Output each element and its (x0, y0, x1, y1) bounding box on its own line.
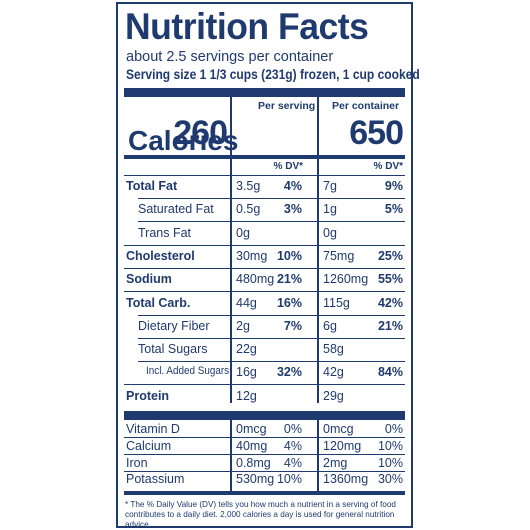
row-divider (124, 267, 405, 269)
container-amount: 42g (323, 365, 344, 380)
thin-rule (124, 175, 405, 176)
serving-dv: 4% (283, 455, 302, 470)
row-divider (124, 437, 405, 438)
container-amount: 29g (323, 388, 344, 403)
vitamin-name: Calcium (126, 438, 172, 453)
serving-amount: 30mg (236, 248, 268, 263)
column-divider-right (317, 97, 319, 403)
container-dv: 10% (377, 438, 403, 453)
container-amount: 58g (323, 342, 344, 357)
serving-amount: 2g (236, 318, 250, 333)
serving-dv: 0% (283, 422, 302, 436)
row-divider (138, 221, 405, 223)
serving-dv: 10% (276, 248, 302, 263)
footnote: * The % Daily Value (DV) tells you how m… (125, 500, 396, 529)
serving-amount: 44g (236, 295, 257, 310)
nutrient-name: Sodium (126, 272, 172, 287)
vitamin-name: Vitamin D (126, 422, 180, 436)
container-amount: 7g (323, 179, 337, 193)
label-title: Nutrition Facts (125, 6, 369, 47)
vitamin-name: Iron (126, 455, 148, 470)
servings-per-container: about 2.5 servings per container (126, 49, 334, 65)
vitamin-divider-left (230, 420, 232, 491)
serving-dv: 3% (283, 202, 302, 217)
column-divider-left (230, 97, 232, 403)
nutrient-name: Total Carb. (126, 295, 191, 310)
row-divider (138, 337, 405, 339)
serving-dv: 32% (276, 365, 302, 380)
calories-label: Calories (128, 125, 239, 156)
nutrient-name: Trans Fat (138, 225, 192, 240)
dv-header-serving: % DV* (273, 161, 303, 172)
serving-size: Serving size 1 1/3 cups (231g) frozen, 1… (126, 66, 420, 82)
per-container-header: Per container (332, 100, 400, 112)
calories-per-serving: 260 (173, 114, 228, 152)
row-divider (138, 361, 405, 363)
nutrition-facts-label: Nutrition Facts about 2.5 servings per c… (116, 2, 420, 529)
medium-rule-footer (124, 491, 405, 495)
serving-dv: 10% (276, 472, 302, 487)
container-dv: 21% (377, 318, 403, 333)
serving-amount: 3.5g (236, 179, 261, 193)
container-amount: 75mg (323, 248, 355, 263)
nutrient-name: Incl. Added Sugars (146, 365, 230, 378)
serving-amount: 0.8mg (236, 455, 271, 470)
serving-amount: 0.5g (236, 202, 261, 217)
row-divider (124, 470, 405, 472)
container-amount: 0mcg (323, 422, 354, 436)
row-divider (124, 453, 405, 455)
row-divider (124, 291, 405, 293)
row-divider (124, 244, 405, 246)
serving-amount: 12g (236, 388, 257, 403)
serving-dv: 4% (283, 438, 302, 453)
container-dv: 55% (377, 272, 403, 287)
container-dv: 42% (377, 295, 403, 310)
vitamin-name: Potassium (126, 472, 185, 487)
container-dv: 5% (384, 202, 403, 217)
container-amount: 115g (323, 295, 350, 310)
serving-amount: 22g (236, 342, 257, 357)
serving-dv: 16% (276, 295, 302, 310)
serving-amount: 16g (236, 365, 257, 380)
vitamin-divider-right (317, 420, 319, 491)
row-divider (138, 314, 405, 316)
serving-dv: 4% (283, 179, 302, 193)
serving-dv: 7% (283, 318, 302, 333)
container-amount: 0g (323, 225, 337, 240)
container-amount: 2mg (323, 455, 348, 470)
container-dv: 0% (384, 422, 403, 436)
thick-rule-bottom (124, 411, 405, 420)
thick-rule (124, 88, 405, 97)
container-dv: 25% (377, 248, 403, 263)
nutrient-name: Total Sugars (138, 342, 208, 357)
container-amount: 1260mg (323, 272, 369, 287)
row-divider (124, 384, 405, 386)
container-dv: 84% (377, 365, 403, 380)
container-amount: 1g (323, 202, 337, 217)
row-divider (138, 198, 405, 199)
nutrient-name: Dietary Fiber (138, 318, 210, 333)
container-dv: 30% (377, 472, 403, 487)
serving-amount: 0mcg (236, 422, 267, 436)
nutrient-name: Total Fat (126, 179, 178, 193)
serving-amount: 40mg (236, 438, 268, 453)
dv-header-container: % DV* (373, 161, 403, 172)
container-amount: 120mg (323, 438, 362, 453)
nutrient-name: Protein (126, 388, 170, 403)
nutrient-name: Cholesterol (126, 248, 195, 263)
container-amount: 6g (323, 318, 337, 333)
medium-rule (124, 155, 405, 159)
container-dv: 10% (377, 455, 403, 470)
serving-dv: 21% (276, 272, 302, 287)
container-dv: 9% (384, 179, 403, 193)
per-serving-header: Per serving (258, 100, 316, 112)
serving-amount: 530mg (236, 472, 275, 487)
calories-per-container: 650 (349, 114, 404, 152)
serving-amount: 480mg (236, 272, 275, 287)
serving-amount: 0g (236, 225, 250, 240)
nutrient-name: Saturated Fat (138, 202, 214, 217)
container-amount: 1360mg (323, 472, 369, 487)
